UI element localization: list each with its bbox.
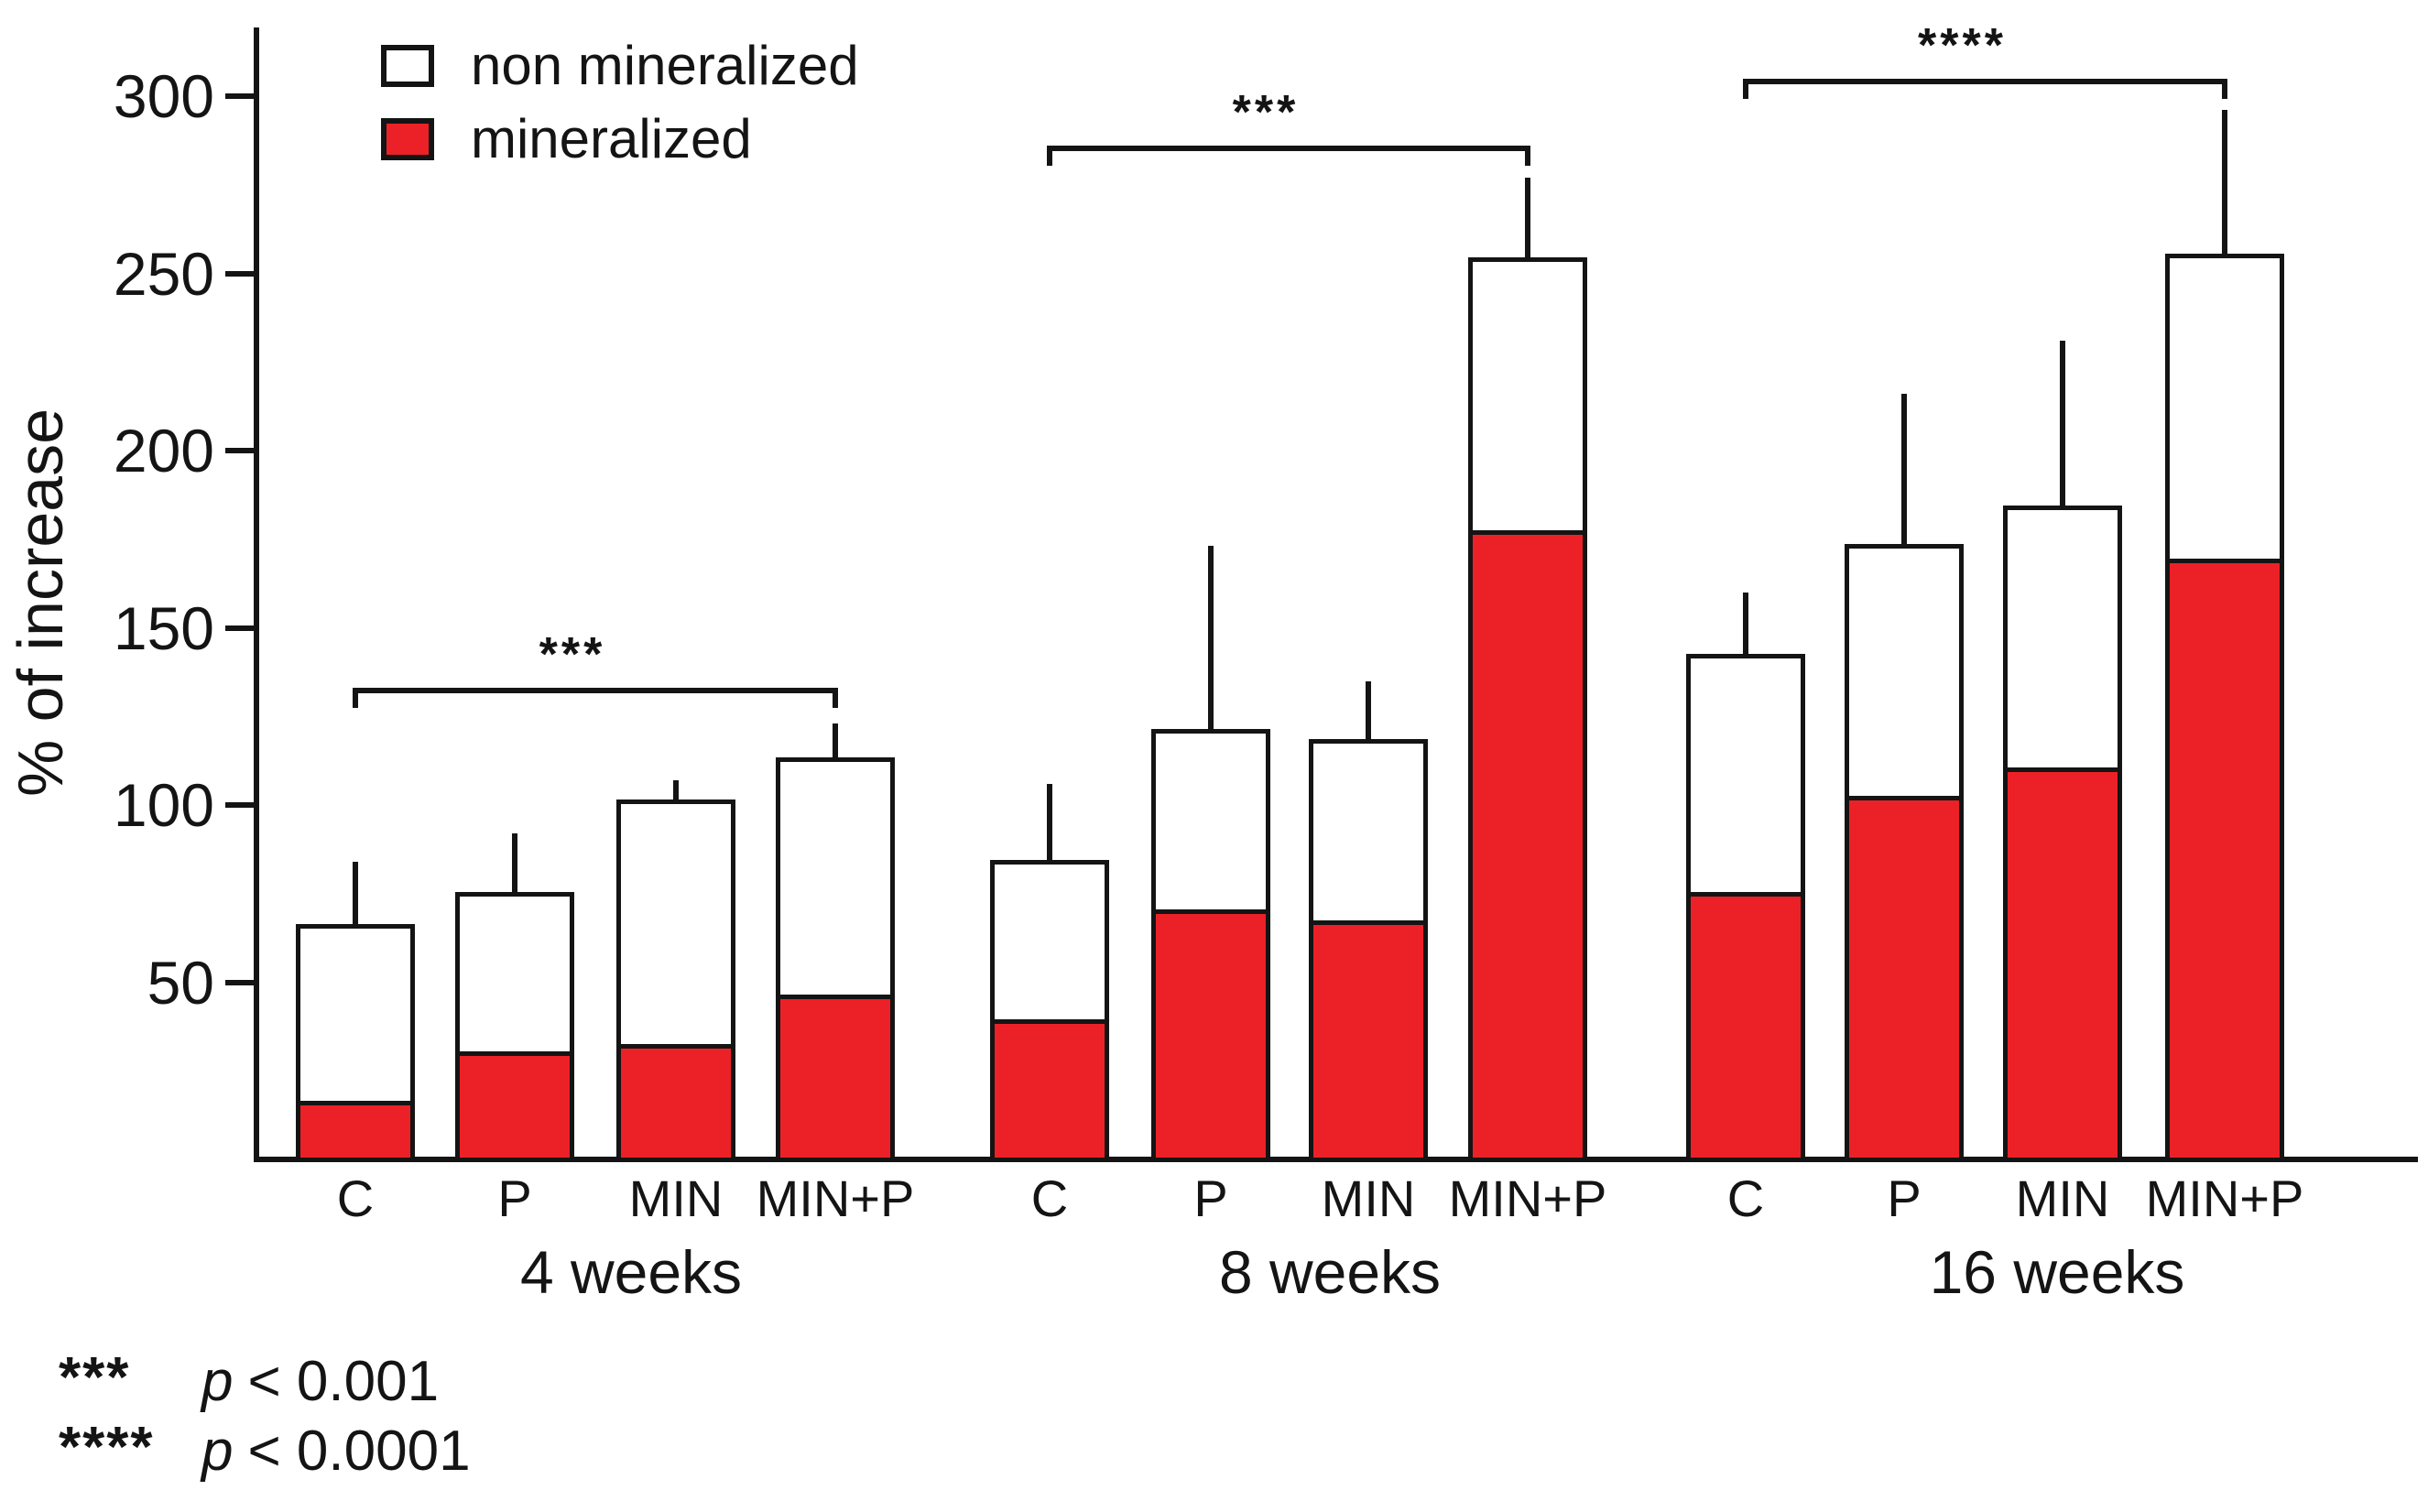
bar-segment-mineralized [1156, 909, 1266, 1158]
y-axis-tick [225, 625, 254, 631]
error-bar [1901, 394, 1907, 544]
significance-bracket-tick [353, 688, 358, 708]
footnote-symbol: *** [59, 1346, 131, 1409]
significance-bracket [1047, 146, 1530, 151]
legend-swatch-non-mineralized-icon [381, 45, 434, 87]
bar-4weeks-p [455, 892, 574, 1162]
error-bar [2060, 341, 2065, 506]
x-category-label: MIN [2015, 1169, 2110, 1227]
group-label: 16 weeks [1929, 1238, 2185, 1306]
legend-label-mineralized: mineralized [471, 108, 752, 169]
bar-segment-mineralized [621, 1044, 731, 1158]
significance-bracket [1743, 79, 2227, 84]
bar-8weeks-min [1309, 739, 1428, 1162]
bar-4weeks-min+p [776, 757, 895, 1162]
y-axis-title: % of increase [5, 408, 76, 798]
error-bar [353, 862, 358, 924]
significance-stars: *** [539, 628, 606, 681]
bar-segment-mineralized [2008, 767, 2118, 1158]
bar-16weeks-min [2003, 506, 2122, 1162]
error-bar [833, 723, 838, 757]
footnote-symbol: **** [59, 1416, 155, 1479]
bar-16weeks-p [1845, 544, 1964, 1162]
bar-segment-mineralized [780, 995, 890, 1158]
y-axis-tick [225, 448, 254, 453]
y-tick-label: 200 [113, 417, 214, 484]
bar-8weeks-p [1151, 729, 1270, 1162]
footnote-three-stars: *** p < 0.001 [59, 1346, 471, 1412]
bar-16weeks-min+p [2165, 254, 2284, 1162]
significance-bracket-tick [1047, 146, 1052, 166]
y-axis-tick [225, 93, 254, 99]
y-tick-label: 50 [147, 949, 214, 1017]
p-symbol: p [201, 1420, 234, 1483]
footnote-four-stars: **** p < 0.0001 [59, 1416, 471, 1482]
significance-bracket-tick [2222, 79, 2227, 99]
x-category-label: P [1887, 1169, 1922, 1227]
y-tick-label: 300 [113, 62, 214, 130]
legend-label-non-mineralized: non mineralized [471, 35, 859, 96]
bar-8weeks-c [990, 860, 1109, 1162]
significance-bracket-tick [833, 688, 838, 708]
significance-bracket [353, 688, 838, 693]
bar-segment-mineralized [2170, 559, 2280, 1158]
error-bar [1047, 784, 1052, 860]
x-category-label: C [1726, 1169, 1765, 1227]
bar-8weeks-min+p [1468, 257, 1587, 1162]
bar-segment-mineralized [460, 1051, 570, 1158]
error-bar [1208, 546, 1214, 729]
bar-4weeks-min [616, 800, 735, 1162]
y-axis-tick [225, 271, 254, 277]
y-tick-label: 250 [113, 240, 214, 308]
error-bar [512, 833, 517, 892]
y-axis-tick [225, 802, 254, 808]
bar-4weeks-c [296, 924, 415, 1162]
legend-swatch-mineralized-icon [381, 118, 434, 160]
bar-segment-mineralized [300, 1101, 410, 1158]
error-bar [1525, 178, 1530, 257]
significance-bracket-tick [1743, 79, 1748, 99]
p-threshold: < 0.0001 [247, 1420, 471, 1483]
y-tick-label: 100 [113, 771, 214, 839]
p-symbol: p [201, 1350, 234, 1413]
x-category-label: MIN [628, 1169, 724, 1227]
x-category-label: MIN+P [2145, 1169, 2304, 1227]
bar-16weeks-c [1686, 654, 1805, 1162]
error-bar [1743, 593, 1748, 654]
y-tick-label: 150 [113, 594, 214, 662]
error-bar [1366, 681, 1371, 739]
group-label: 4 weeks [519, 1238, 743, 1306]
bar-segment-mineralized [1691, 892, 1801, 1158]
x-category-label: P [497, 1169, 532, 1227]
footnotes: *** p < 0.001 **** p < 0.0001 [59, 1346, 471, 1493]
x-category-label: MIN+P [1448, 1169, 1607, 1227]
legend: non mineralized mineralized [381, 35, 859, 187]
bar-segment-mineralized [1313, 920, 1423, 1158]
bar-segment-mineralized [995, 1019, 1105, 1158]
x-category-label: C [336, 1169, 375, 1227]
x-category-label: P [1193, 1169, 1228, 1227]
x-category-label: MIN [1321, 1169, 1416, 1227]
footnote-text: p < 0.001 [201, 1354, 439, 1410]
legend-item-mineralized: mineralized [381, 108, 859, 169]
footnote-text: p < 0.0001 [201, 1423, 471, 1480]
error-bar [2222, 110, 2227, 254]
y-axis-tick [225, 980, 254, 985]
significance-bracket-tick [1525, 146, 1530, 166]
y-axis-line [254, 27, 259, 1162]
significance-stars: *** [1232, 86, 1300, 139]
p-threshold: < 0.001 [247, 1350, 440, 1413]
x-category-label: MIN+P [756, 1169, 915, 1227]
significance-stars: **** [1918, 19, 2007, 72]
x-category-label: C [1030, 1169, 1069, 1227]
bar-segment-mineralized [1849, 796, 1959, 1158]
legend-item-non-mineralized: non mineralized [381, 35, 859, 96]
error-bar [673, 780, 679, 800]
bar-segment-mineralized [1473, 530, 1583, 1158]
group-label: 8 weeks [1218, 1238, 1442, 1306]
